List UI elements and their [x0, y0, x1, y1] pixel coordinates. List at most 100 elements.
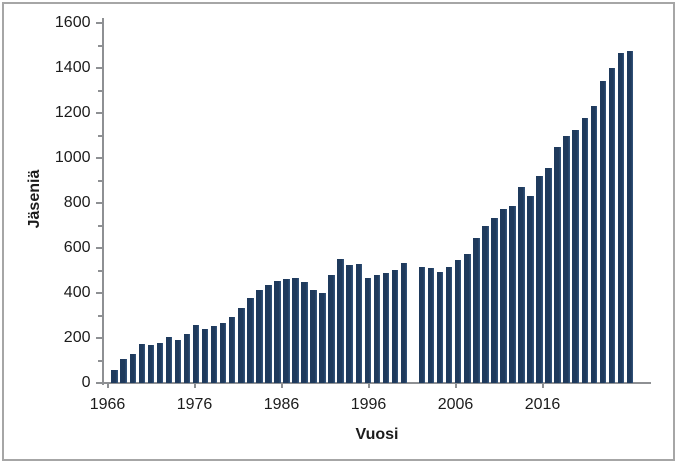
bar-1977 — [201, 328, 209, 383]
bar-1993 — [346, 265, 353, 383]
y-axis-line — [101, 18, 104, 385]
bar-1970 — [138, 344, 146, 383]
bar-1997 — [382, 272, 390, 383]
y-minor-tick — [97, 89, 102, 92]
bar-2009 — [491, 218, 498, 383]
bar-1972 — [156, 343, 164, 383]
x-tick-label: 1986 — [263, 396, 300, 413]
bar-2003 — [436, 272, 444, 383]
bar-1998 — [391, 270, 399, 383]
bar-1975 — [183, 334, 191, 383]
bar-2002 — [427, 267, 435, 383]
x-tick-label: 2006 — [437, 396, 474, 413]
y-major-tick — [95, 157, 102, 159]
x-tick-label: 1976 — [176, 396, 213, 413]
x-major-tick — [367, 384, 370, 388]
bar-1985 — [274, 280, 281, 383]
bar-1984 — [265, 284, 272, 383]
bar-1969 — [129, 354, 137, 383]
bar-1981 — [238, 308, 245, 383]
bar-2016 — [554, 146, 561, 383]
x-tick-label: 1966 — [89, 396, 126, 413]
y-minor-tick — [97, 179, 102, 182]
y-major-tick — [95, 202, 102, 204]
bar-1976 — [192, 324, 200, 383]
x-axis-line — [101, 382, 651, 384]
y-minor-tick — [97, 44, 102, 47]
y-minor-tick — [97, 359, 102, 362]
y-tick-label: 1000 — [54, 149, 91, 166]
y-tick-label: 1600 — [54, 14, 91, 31]
bar-2024 — [626, 50, 634, 383]
x-tick-label: 1996 — [350, 396, 387, 413]
bar-1991 — [328, 274, 335, 383]
bar-2005 — [454, 260, 462, 383]
x-axis-title: Vuosi — [355, 426, 399, 443]
bar-2007 — [473, 238, 480, 383]
bar-2013 — [527, 196, 534, 383]
x-major-tick — [454, 384, 457, 388]
chart-border-frame — [2, 2, 675, 461]
x-major-tick — [193, 384, 196, 388]
y-major-tick — [95, 247, 102, 249]
bar-1992 — [337, 258, 344, 383]
bar-2018 — [572, 130, 579, 383]
bar-1974 — [174, 339, 182, 383]
y-tick-label: 0 — [81, 374, 91, 391]
bar-1968 — [120, 359, 127, 383]
x-tick-label: 2016 — [524, 396, 561, 413]
bar-2020 — [590, 106, 598, 383]
y-tick-label: 200 — [63, 329, 91, 346]
bar-2001 — [418, 266, 426, 383]
bar-1982 — [247, 298, 254, 383]
bar-2022 — [608, 67, 616, 383]
y-minor-tick — [97, 269, 102, 272]
bar-1990 — [319, 292, 326, 383]
y-minor-tick — [97, 224, 102, 227]
y-major-tick — [95, 292, 102, 294]
y-tick-label: 1200 — [54, 104, 91, 121]
bar-1980 — [228, 317, 236, 383]
y-major-tick — [95, 22, 102, 24]
y-major-tick — [95, 112, 102, 114]
bar-1987 — [292, 277, 299, 383]
y-major-tick — [95, 67, 102, 69]
bar-2023 — [617, 52, 625, 383]
y-major-tick — [95, 337, 102, 339]
y-axis-title: Jäseniä — [26, 169, 43, 229]
bar-2004 — [445, 267, 453, 383]
bar-1973 — [165, 337, 173, 383]
y-tick-label: 800 — [63, 194, 91, 211]
y-minor-tick — [97, 314, 102, 317]
x-major-tick — [106, 384, 109, 388]
bar-2015 — [545, 167, 552, 383]
y-tick-label: 600 — [63, 239, 91, 256]
bar-1986 — [283, 279, 290, 383]
y-major-tick — [95, 382, 102, 384]
bar-2006 — [464, 253, 471, 383]
bar-1989 — [310, 290, 317, 383]
y-minor-tick — [97, 134, 102, 137]
bar-2019 — [581, 117, 589, 383]
bar-1979 — [219, 323, 227, 383]
x-major-tick — [541, 384, 544, 388]
bar-2021 — [599, 81, 607, 383]
y-tick-label: 400 — [63, 284, 91, 301]
bar-1971 — [147, 345, 155, 383]
bar-2012 — [518, 187, 525, 383]
bar-2014 — [536, 175, 543, 383]
bar-1999 — [400, 262, 408, 383]
bar-1988 — [301, 281, 308, 383]
bar-2011 — [509, 206, 516, 383]
y-tick-label: 1400 — [54, 59, 91, 76]
bar-1994 — [355, 264, 363, 383]
bar-1995 — [364, 277, 372, 383]
bar-1996 — [373, 274, 381, 383]
bar-2017 — [563, 136, 570, 383]
bar-2010 — [500, 208, 507, 383]
bar-2008 — [482, 225, 489, 383]
bar-1983 — [256, 289, 263, 383]
bar-1967 — [111, 369, 118, 383]
